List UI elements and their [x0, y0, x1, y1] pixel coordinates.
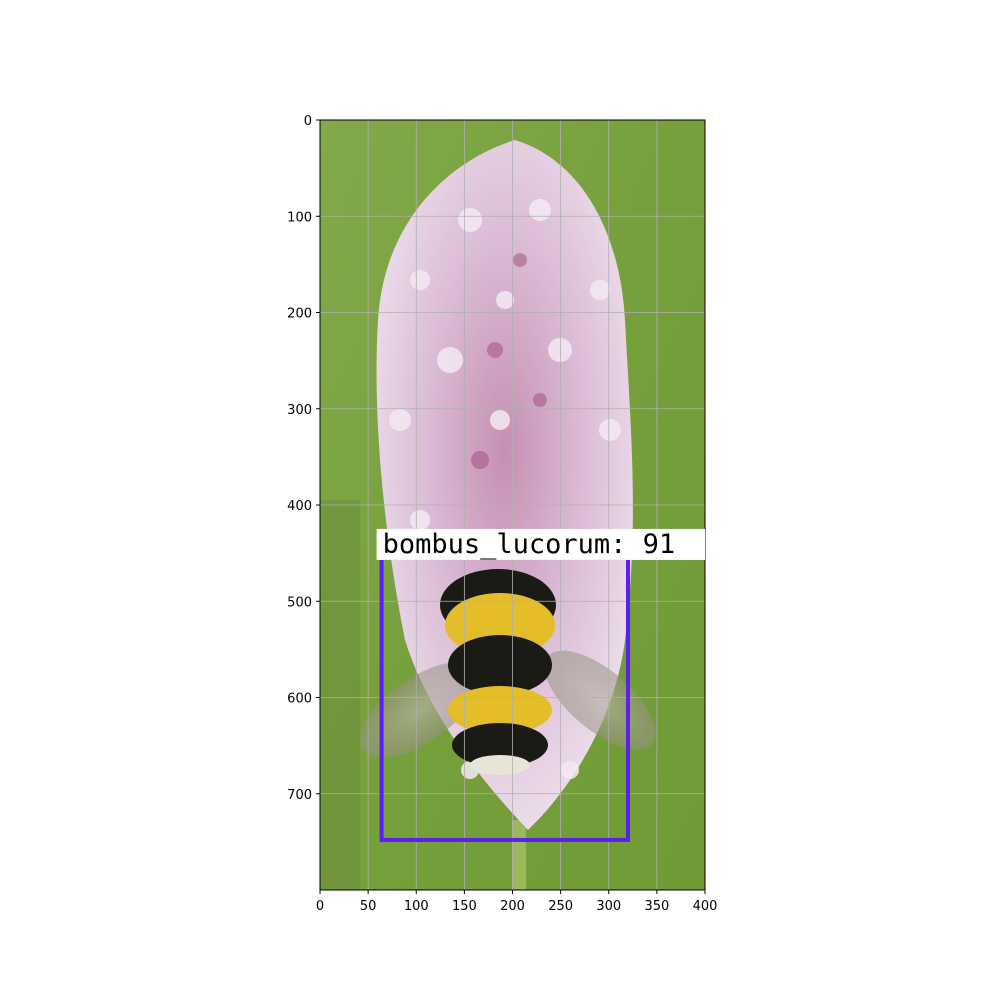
x-tick-label: 350	[644, 899, 669, 914]
left-wing	[359, 662, 481, 758]
y-tick-label: 600	[287, 692, 312, 707]
y-axis: 0 100 200 300 400 500 600 700	[287, 114, 320, 803]
bee-tail	[470, 755, 530, 775]
flower-dark-centers	[471, 253, 547, 469]
x-tick-label: 300	[596, 899, 621, 914]
y-tick-label: 500	[287, 595, 312, 610]
x-tick-label: 0	[316, 899, 324, 914]
detection-label: bombus_lucorum: 91	[383, 529, 676, 560]
y-tick-label: 400	[287, 499, 312, 514]
y-tick-label: 700	[287, 788, 312, 803]
y-tick-label: 200	[287, 307, 312, 322]
background-shadow	[320, 500, 360, 890]
x-tick-label: 150	[452, 899, 477, 914]
bee-thorax	[448, 635, 552, 695]
x-tick-label: 50	[360, 899, 377, 914]
detection: bombus_lucorum: 91	[376, 528, 705, 842]
x-tick-label: 200	[500, 899, 525, 914]
y-tick-label: 300	[287, 403, 312, 418]
bee-abdomen-band	[448, 686, 552, 734]
flower-stem	[512, 820, 526, 890]
bee-abdomen	[452, 723, 548, 767]
detection-label-background	[376, 528, 705, 560]
x-tick-label: 400	[693, 899, 718, 914]
y-tick-label: 0	[304, 114, 312, 129]
x-axis: 0 50 100 150 200 250 300 350 400	[316, 890, 718, 914]
x-tick-label: 100	[404, 899, 429, 914]
y-tick-label: 100	[287, 210, 312, 225]
x-tick-label: 250	[548, 899, 573, 914]
